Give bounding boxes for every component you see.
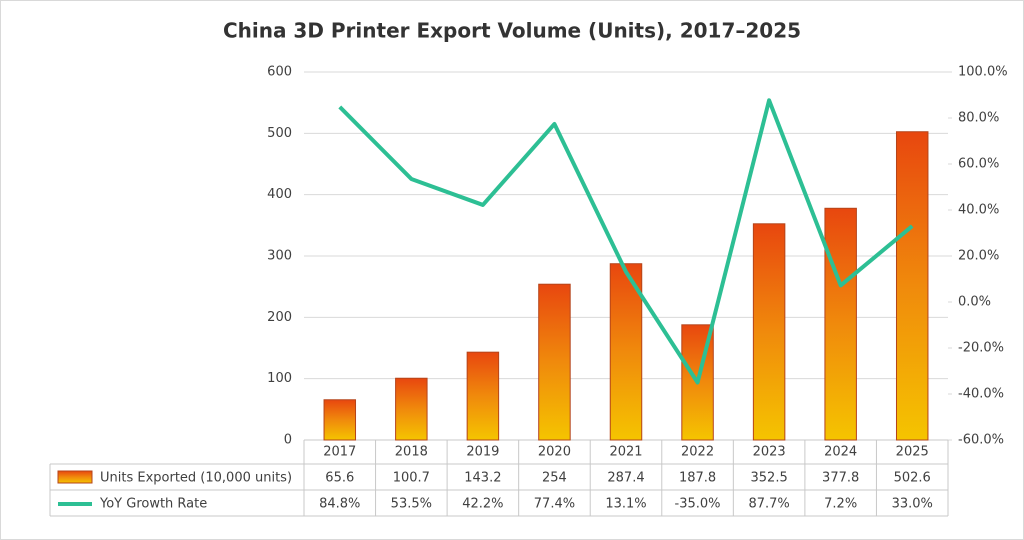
growth-line <box>338 98 914 385</box>
table-value: 287.4 <box>607 471 644 486</box>
legend-swatch <box>57 470 93 484</box>
y2-tick-label: 60.0% <box>958 157 999 172</box>
x-tick-label: 2019 <box>466 445 499 460</box>
bar <box>538 283 571 441</box>
table-value: 100.7 <box>393 471 430 486</box>
bar <box>895 131 929 441</box>
y2-tick-label: -60.0% <box>958 433 1004 448</box>
y2-tick-label: 0.0% <box>958 295 991 310</box>
table-value: 352.5 <box>751 471 788 486</box>
y-tick-label: 300 <box>267 249 292 264</box>
y-tick-label: 200 <box>267 310 292 325</box>
table-value: 53.5% <box>391 497 432 512</box>
y-tick-label: 100 <box>267 371 292 386</box>
table-value: 84.8% <box>319 497 360 512</box>
y2-tick-label: 80.0% <box>958 111 999 126</box>
table-value: 377.8 <box>822 471 859 486</box>
x-tick-label: 2018 <box>395 445 428 460</box>
y2-tick-label: -40.0% <box>958 387 1004 402</box>
y2-tick-label: 20.0% <box>958 249 999 264</box>
x-tick-label: 2024 <box>824 445 857 460</box>
y2-tick-label: 100.0% <box>958 65 1008 80</box>
bar <box>609 263 643 441</box>
table-value: 143.2 <box>464 471 501 486</box>
chart-title: China 3D Printer Export Volume (Units), … <box>223 19 801 43</box>
table-value: 13.1% <box>605 497 646 512</box>
legend-label: Units Exported (10,000 units) <box>100 471 292 486</box>
y-tick-label: 400 <box>267 187 292 202</box>
bar <box>466 351 500 441</box>
bar <box>752 223 786 441</box>
table-value: -35.0% <box>675 497 721 512</box>
x-tick-label: 2017 <box>323 445 356 460</box>
table-value: 33.0% <box>892 497 933 512</box>
y-tick-label: 600 <box>267 65 292 80</box>
x-tick-label: 2021 <box>609 445 642 460</box>
table-value: 254 <box>542 471 567 486</box>
table-value: 42.2% <box>462 497 503 512</box>
table-value: 502.6 <box>894 471 931 486</box>
x-tick-label: 2020 <box>538 445 571 460</box>
x-tick-label: 2022 <box>681 445 714 460</box>
y-tick-label: 500 <box>267 126 292 141</box>
table-value: 87.7% <box>748 497 789 512</box>
y2-tick-label: 40.0% <box>958 203 999 218</box>
bar <box>395 377 428 441</box>
x-tick-label: 2025 <box>896 445 929 460</box>
table-value: 7.2% <box>824 497 857 512</box>
bar <box>323 399 357 441</box>
table-value: 77.4% <box>534 497 575 512</box>
y2-tick-label: -20.0% <box>958 341 1004 356</box>
y-tick-label: 0 <box>284 433 292 448</box>
x-tick-label: 2023 <box>753 445 786 460</box>
table-value: 187.8 <box>679 471 716 486</box>
table-value: 65.6 <box>325 471 354 486</box>
bar <box>824 207 857 441</box>
legend-label: YoY Growth Rate <box>99 497 207 512</box>
